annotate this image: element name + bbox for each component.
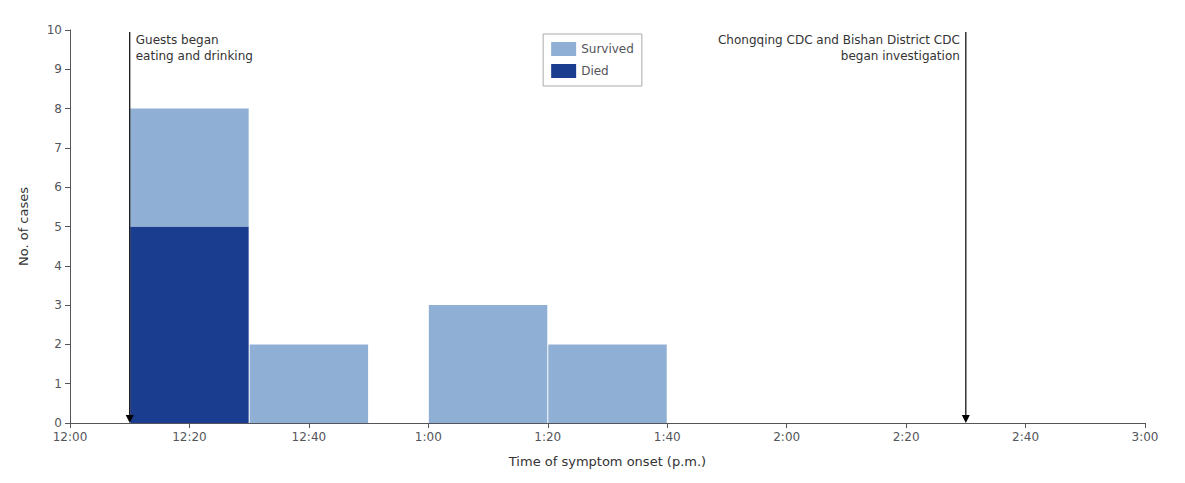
svg-text:2:00: 2:00 (773, 430, 800, 444)
svg-text:1:20: 1:20 (534, 430, 561, 444)
svg-text:Guests began: Guests began (136, 33, 219, 47)
svg-text:eating and drinking: eating and drinking (136, 49, 253, 63)
svg-text:7: 7 (54, 141, 62, 155)
svg-text:Died: Died (581, 64, 609, 78)
svg-text:3: 3 (54, 298, 62, 312)
svg-text:Chongqing CDC and Bishan Distr: Chongqing CDC and Bishan District CDC (718, 33, 960, 47)
svg-text:2: 2 (54, 337, 62, 351)
svg-text:6: 6 (54, 180, 62, 194)
svg-text:12:40: 12:40 (292, 430, 327, 444)
svg-text:Survived: Survived (581, 42, 634, 56)
svg-text:5: 5 (54, 220, 62, 234)
svg-text:4: 4 (54, 259, 62, 273)
svg-text:3:00: 3:00 (1132, 430, 1159, 444)
svg-text:1: 1 (54, 377, 62, 391)
svg-text:8: 8 (54, 102, 62, 116)
svg-text:9: 9 (54, 62, 62, 76)
svg-text:Time of symptom onset (p.m.): Time of symptom onset (p.m.) (508, 454, 706, 469)
svg-text:0: 0 (54, 416, 62, 430)
svg-text:2:20: 2:20 (893, 430, 920, 444)
svg-text:began investigation: began investigation (841, 49, 960, 63)
svg-text:1:00: 1:00 (415, 430, 442, 444)
svg-text:10: 10 (47, 23, 62, 37)
svg-text:No. of cases: No. of cases (16, 187, 31, 266)
svg-text:1:40: 1:40 (654, 430, 681, 444)
svg-text:12:00: 12:00 (53, 430, 88, 444)
svg-text:2:40: 2:40 (1012, 430, 1039, 444)
svg-text:12:20: 12:20 (172, 430, 207, 444)
